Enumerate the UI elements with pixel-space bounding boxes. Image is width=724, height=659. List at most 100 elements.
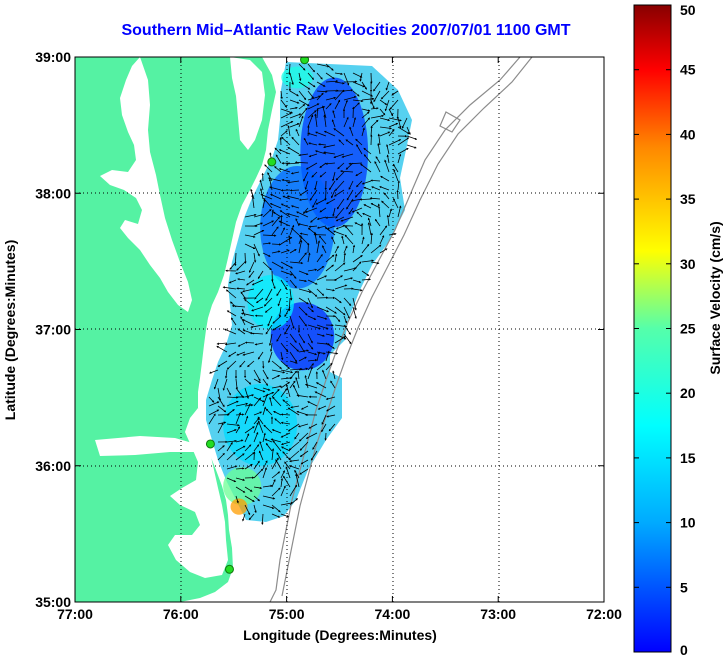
velocity-arrow	[244, 394, 255, 398]
velocity-arrow	[271, 513, 281, 518]
colorbar-tick-label: 25	[680, 321, 696, 337]
velocity-arrow	[235, 467, 245, 470]
velocity-arrow	[379, 131, 391, 137]
velocity-arrow	[249, 332, 264, 335]
velocity-arrow	[224, 369, 228, 379]
velocity-arrow	[262, 504, 275, 509]
velocity-arrow	[397, 153, 402, 164]
velocity-arrow	[352, 288, 363, 292]
velocity-arrow	[280, 108, 294, 114]
velocity-arrow	[253, 378, 262, 383]
velocity-arrow	[343, 95, 357, 101]
velocity-arrow	[315, 382, 327, 389]
velocity-arrow	[388, 232, 397, 236]
velocity-arrow	[281, 136, 291, 146]
velocity-arrow	[318, 235, 327, 245]
velocity-arrow	[208, 401, 220, 407]
velocity-arrow	[235, 445, 246, 452]
velocity-arrow	[388, 139, 402, 146]
velocity-arrow	[288, 450, 300, 461]
velocity-arrow	[352, 81, 366, 88]
velocity-arrow	[271, 388, 280, 398]
velocity-arrow	[244, 444, 252, 452]
velocity-arrow	[385, 81, 390, 91]
velocity-arrow	[248, 270, 255, 279]
velocity-arrow	[307, 63, 316, 73]
velocity-arrow	[289, 484, 298, 497]
velocity-arrow	[280, 351, 284, 361]
velocity-arrow	[239, 360, 246, 368]
velocity-arrow	[271, 261, 284, 269]
velocity-arrow	[310, 450, 318, 461]
velocity-arrow	[288, 235, 291, 245]
velocity-arrow	[242, 288, 255, 293]
velocity-arrow	[253, 417, 260, 425]
velocity-arrow	[379, 99, 388, 106]
radar-station-marker	[205, 439, 215, 449]
velocity-arrow	[307, 125, 310, 137]
x-axis-ticks: 77:00 76:00 75:00 74:00 73:00 72:00	[57, 57, 622, 622]
velocity-arrow	[352, 261, 362, 272]
velocity-arrow	[344, 234, 354, 245]
velocity-arrow	[278, 306, 282, 318]
velocity-arrow	[235, 412, 241, 425]
velocity-arrow	[308, 142, 318, 146]
velocity-arrow	[323, 114, 327, 128]
velocity-patch	[281, 66, 314, 89]
velocity-arrow	[316, 90, 328, 93]
velocity-arrow	[316, 288, 325, 296]
x-axis-label: Longitude (Degrees:Minutes)	[243, 627, 437, 643]
velocity-arrow	[251, 306, 264, 312]
velocity-arrow	[298, 153, 309, 157]
velocity-arrow	[262, 220, 275, 227]
velocity-arrow	[388, 108, 394, 117]
velocity-arrow	[316, 253, 323, 263]
velocity-arrow	[296, 370, 300, 380]
velocity-arrow	[370, 244, 382, 254]
velocity-arrow	[316, 216, 327, 220]
velocity-arrow	[298, 356, 307, 362]
velocity-arrow	[244, 234, 256, 238]
velocity-arrow	[310, 216, 318, 223]
velocity-arrow	[325, 72, 335, 80]
velocity-arrow	[271, 504, 281, 513]
albemarle-sound	[95, 436, 196, 456]
velocity-arrow	[319, 171, 327, 178]
velocity-arrow	[319, 162, 327, 168]
velocity-arrow	[325, 396, 336, 400]
velocity-arrow	[271, 471, 281, 479]
velocity-arrow	[343, 252, 347, 263]
velocity-arrow	[280, 376, 293, 380]
velocity-arrow	[307, 351, 318, 356]
velocity-arrow	[258, 450, 264, 461]
velocity-arrow	[273, 411, 282, 416]
velocity-arrow	[343, 306, 350, 319]
velocity-arrow	[325, 216, 336, 219]
velocity-arrow	[388, 208, 393, 218]
velocity-arrow	[264, 438, 273, 443]
velocity-arrow	[314, 113, 318, 128]
velocity-arrow	[268, 351, 273, 364]
velocity-arrow	[379, 248, 388, 254]
velocity-arrow	[280, 432, 291, 438]
velocity-arrow	[289, 288, 293, 301]
velocity-arrow	[307, 90, 314, 99]
velocity-arrow	[322, 245, 327, 254]
velocity-arrow	[359, 198, 372, 201]
velocity-arrow	[269, 342, 273, 352]
velocity-arrow	[340, 170, 354, 173]
velocity-arrow	[242, 513, 246, 522]
velocity-arrow	[333, 153, 345, 159]
velocity-arrow	[244, 495, 255, 502]
velocity-arrow	[271, 385, 283, 389]
radar-stations	[205, 57, 310, 574]
velocity-arrow	[280, 279, 288, 290]
velocity-arrow	[236, 261, 246, 271]
velocity-arrow	[397, 180, 400, 191]
velocity-arrow	[251, 194, 255, 209]
y-tick-label: 38:00	[35, 185, 71, 201]
velocity-arrow	[341, 235, 345, 245]
delaware-bay	[230, 57, 265, 150]
velocity-arrow	[386, 144, 390, 155]
velocity-arrow	[253, 397, 262, 407]
